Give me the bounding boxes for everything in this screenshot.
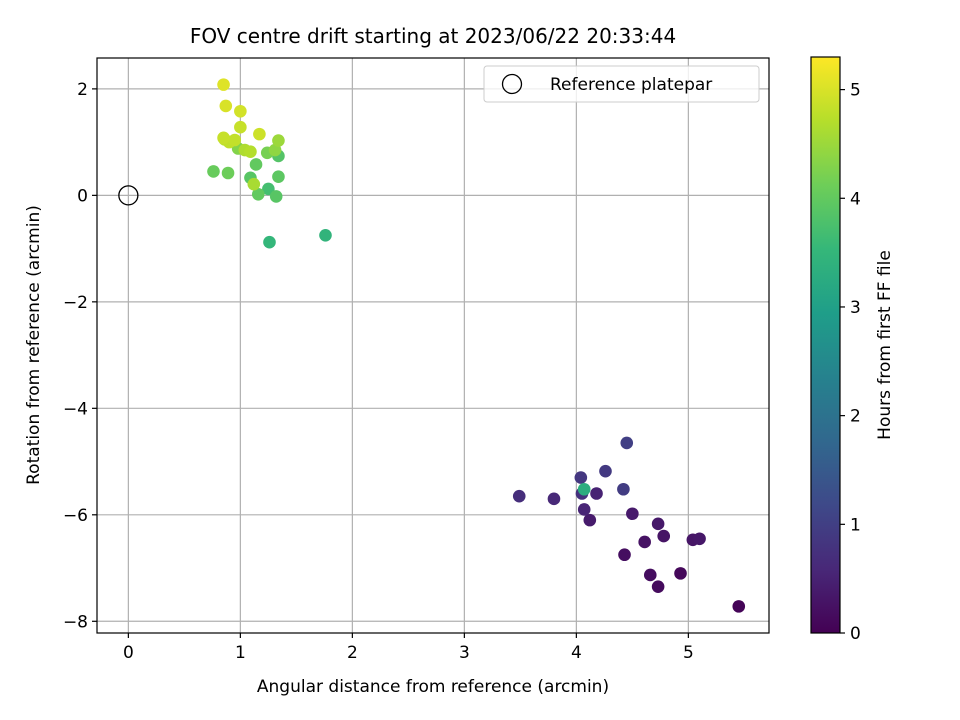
y-tick-label: −4 — [63, 399, 88, 419]
scatter-point — [590, 487, 603, 500]
plot-background — [97, 58, 769, 633]
reference-layer — [118, 185, 139, 206]
colorbar-frame — [810, 56, 841, 634]
colorbar-ticks: 0 1 2 3 4 5 — [840, 81, 861, 644]
x-tick-label: 0 — [123, 643, 134, 663]
colorbar-tick-label: 2 — [850, 407, 861, 427]
scatter-point — [244, 145, 257, 159]
grid-lines — [97, 58, 769, 633]
x-tick-label: 4 — [571, 643, 582, 663]
scatter-point — [574, 471, 588, 484]
colorbar-tick-label: 1 — [850, 515, 861, 535]
scatter-point — [268, 143, 282, 157]
x-tick-label: 3 — [459, 643, 470, 663]
scatter-point — [583, 513, 597, 527]
scatter-point — [263, 235, 276, 249]
legend-marker-icon — [501, 73, 523, 95]
reference-marker — [118, 185, 139, 206]
colorbar: 0 1 2 3 4 5 Hours from first FF file — [810, 56, 895, 644]
chart-title: FOV centre drift starting at 2023/06/22 … — [190, 24, 676, 48]
y-tick-label: −2 — [63, 293, 88, 313]
y-tick-label: 0 — [77, 186, 88, 206]
scatter-point — [620, 436, 634, 450]
scatter-point — [219, 99, 233, 113]
scatter-point — [234, 104, 247, 118]
scatter-point — [617, 482, 630, 496]
scatter-point — [251, 187, 265, 201]
scatter-point — [618, 548, 631, 562]
x-tick-label: 5 — [683, 643, 694, 663]
scatter-point — [221, 166, 235, 180]
scatter-point — [262, 182, 275, 196]
y-tick-label: 2 — [77, 80, 88, 100]
scatter-point — [638, 535, 651, 549]
plot-frame — [96, 57, 770, 634]
colorbar-tick-label: 5 — [850, 81, 861, 101]
colorbar-tick-label: 4 — [850, 189, 861, 209]
x-axis-label: Angular distance from reference (arcmin) — [257, 677, 609, 697]
scatter-point — [599, 464, 612, 478]
scatter-point — [217, 131, 230, 145]
colorbar-label: Hours from first FF file — [875, 250, 895, 440]
scatter-point — [234, 120, 247, 134]
scatter-point — [247, 177, 261, 191]
legend: Reference platepar — [483, 65, 760, 103]
scatter-point — [732, 600, 746, 613]
scatter-point — [217, 78, 230, 91]
scatter-point — [269, 190, 283, 203]
colorbar-gradient — [811, 57, 840, 633]
scatter-point — [643, 568, 657, 582]
y-tick-label: −6 — [63, 506, 88, 526]
scatter-point — [547, 492, 561, 506]
y-axis-label: Rotation from reference (arcmin) — [24, 205, 44, 485]
scatter-point — [207, 165, 220, 178]
scatter-point — [319, 228, 332, 242]
scatter-point — [626, 507, 639, 521]
y-axis-ticks: −8 −6 −4 −2 0 2 — [63, 80, 97, 632]
scatter-point — [657, 529, 671, 543]
x-tick-label: 2 — [347, 643, 358, 663]
scatter-point — [651, 580, 665, 593]
scatter-point — [693, 532, 706, 546]
scatter-point — [651, 517, 665, 531]
scatter-point — [674, 567, 687, 580]
colorbar-tick-label: 3 — [850, 298, 861, 318]
y-tick-label: −8 — [63, 612, 88, 632]
scatter-point — [272, 134, 285, 147]
scatter-point — [577, 482, 591, 496]
plot-area — [96, 57, 770, 634]
scatter-point — [512, 489, 526, 503]
scatter-point — [253, 127, 266, 141]
x-tick-label: 1 — [235, 643, 246, 663]
scatter-point — [272, 170, 285, 184]
legend-label: Reference platepar — [550, 75, 712, 95]
scatter-point — [577, 503, 591, 516]
x-axis-ticks: 0 1 2 3 4 5 — [123, 633, 694, 663]
legend-box — [483, 65, 760, 103]
colorbar-tick-label: 0 — [850, 624, 861, 644]
scatter-point — [228, 133, 242, 147]
scatter-points — [207, 78, 746, 613]
scatter-point — [249, 158, 263, 171]
